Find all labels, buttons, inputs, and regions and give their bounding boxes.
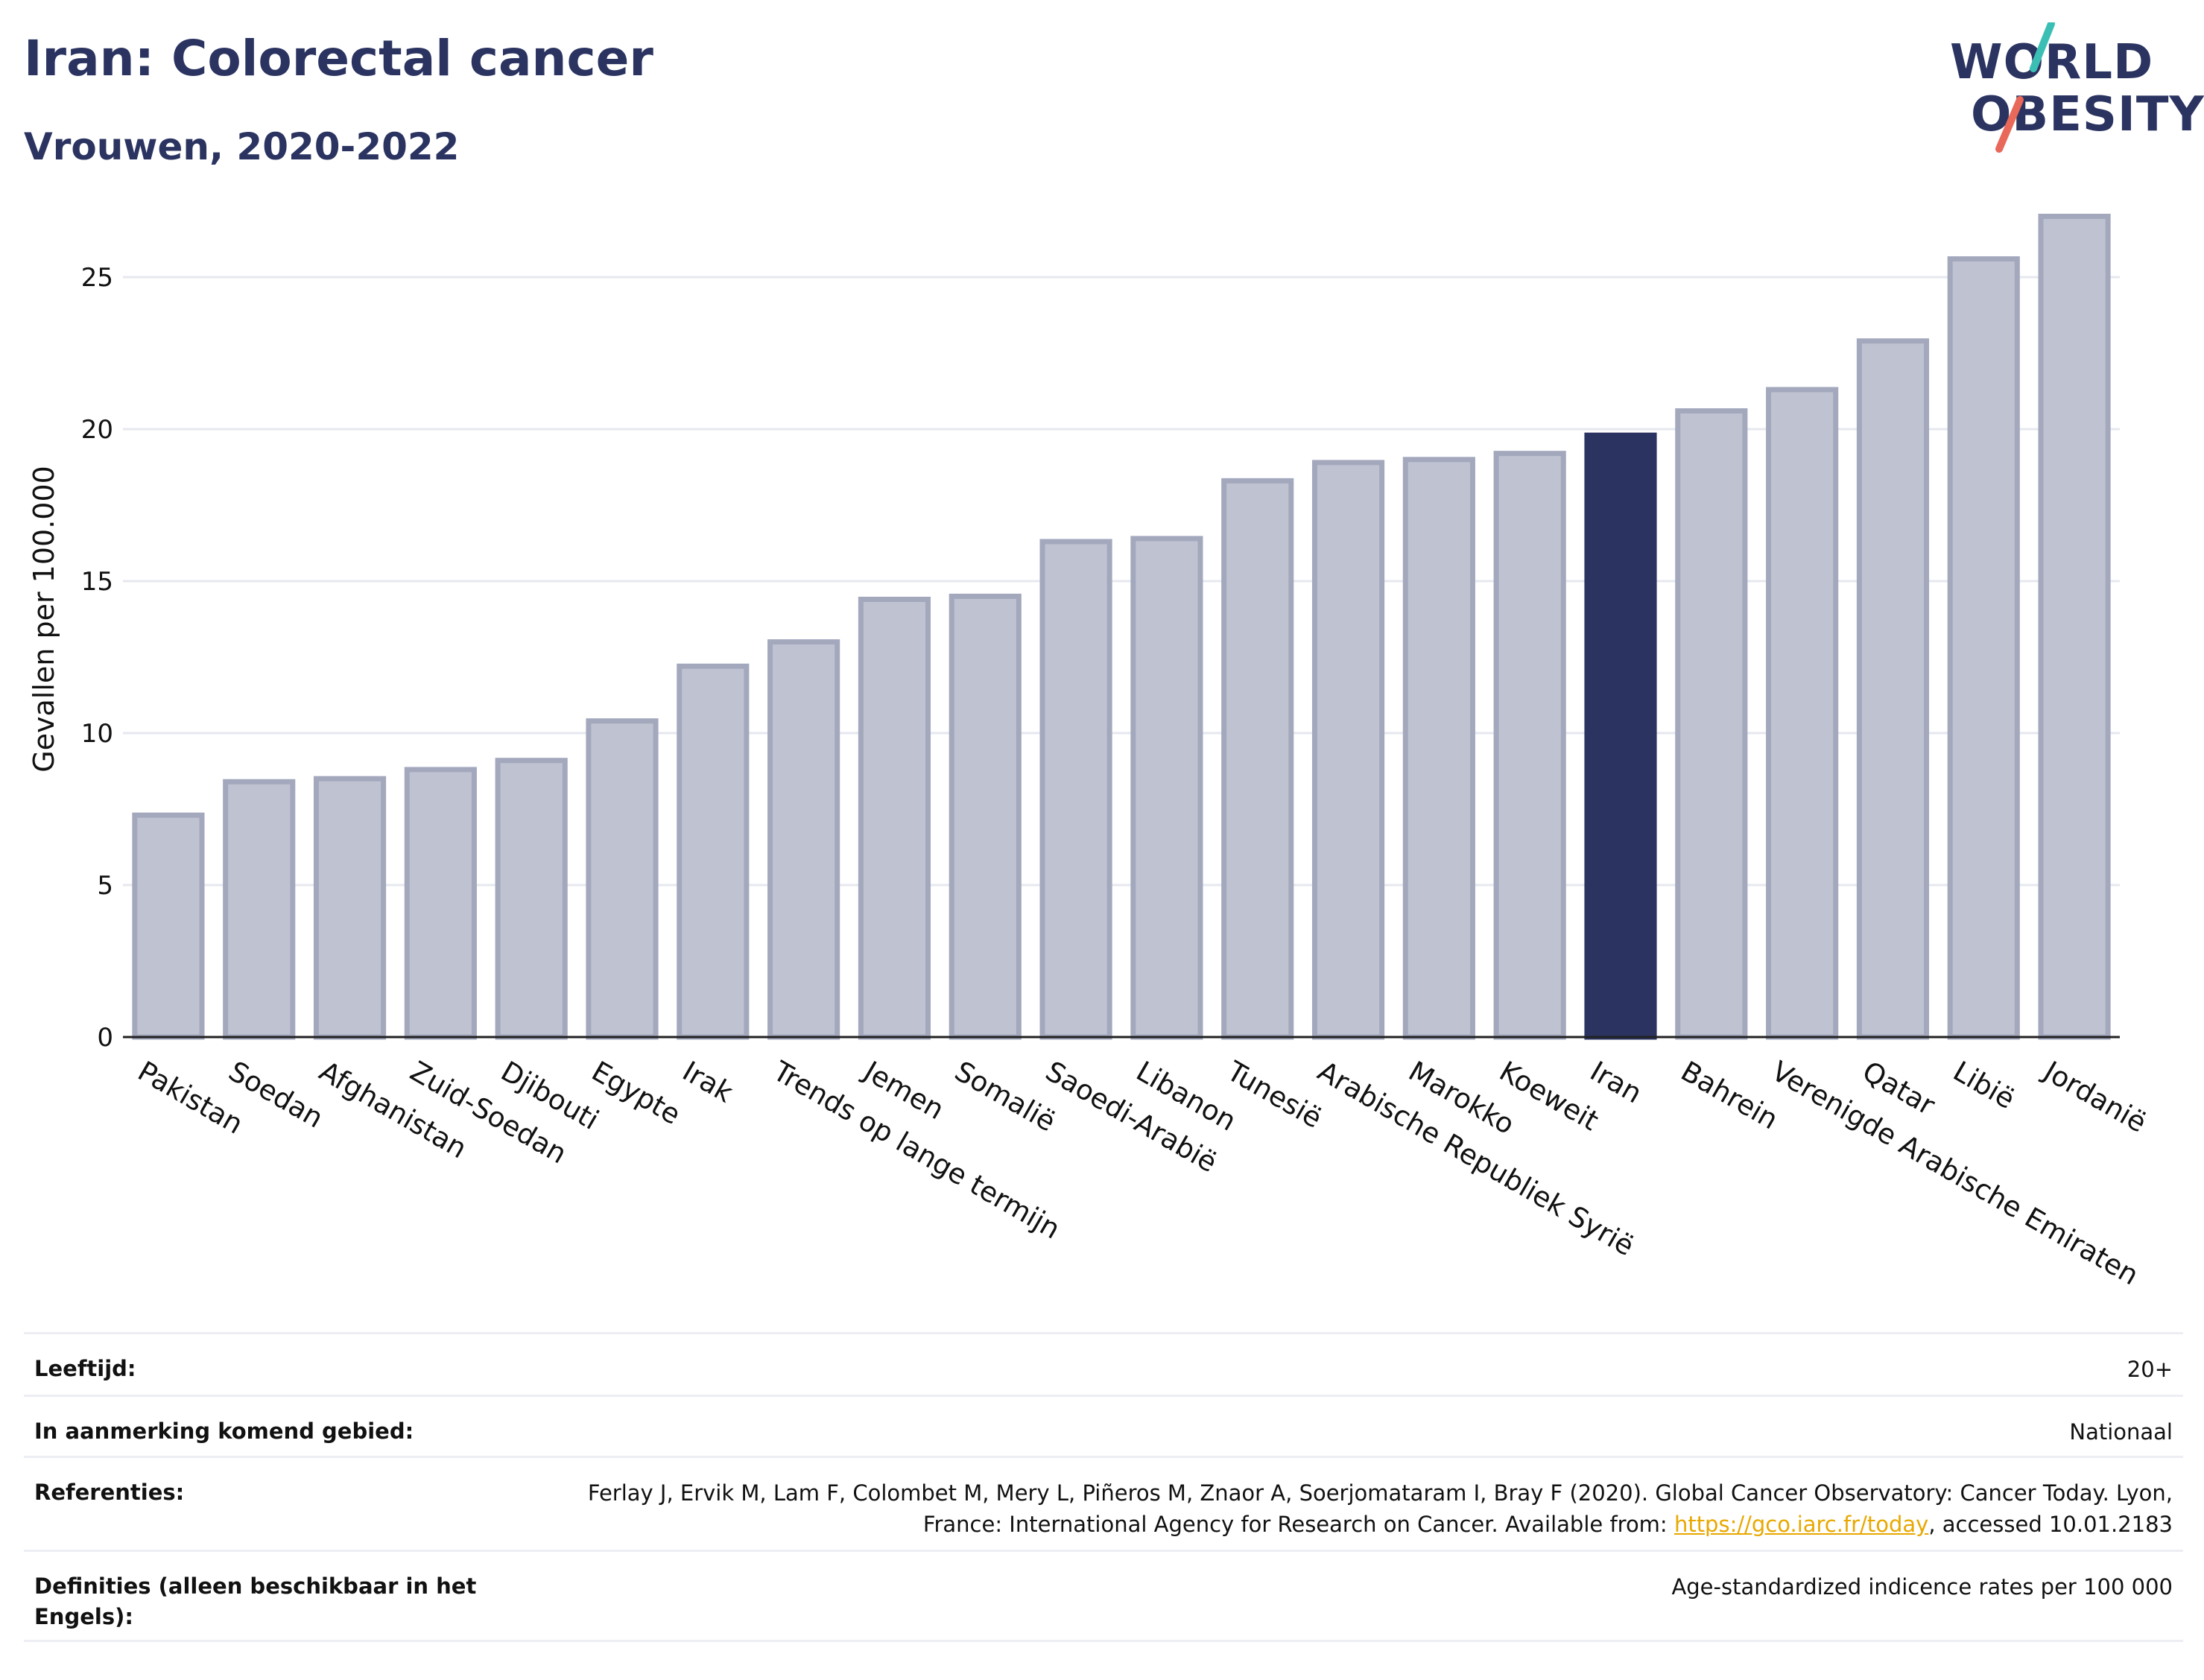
y-axis-label: Gevallen per 100.000 [28,466,60,773]
world-obesity-slash-icon [1995,22,2055,153]
meta-row-references: Referenties: Ferlay J, Ervik M, Lam F, C… [24,1456,2183,1550]
age-value: 20+ [2127,1357,2173,1382]
area-label: In aanmerking komend gebied: [34,1419,414,1444]
definitions-value: Age-standardized indicence rates per 100… [1671,1574,2173,1600]
bar-zuid-soedan[interactable] [404,767,477,1040]
bar-irak[interactable] [677,663,750,1040]
bar-bahrein[interactable] [1675,408,1748,1040]
world-obesity-logo[interactable]: WORLD OBESITY [1948,22,2204,156]
bar-koeweit[interactable] [1493,451,1566,1040]
bar-djibouti[interactable] [495,758,568,1040]
references-text-2: , accessed 10.01.2183 [1928,1512,2173,1538]
bar-jordani-[interactable] [2038,213,2111,1040]
bar-soedan[interactable] [223,779,296,1040]
y-tick-label: 25 [81,263,113,293]
meta-row-area: In aanmerking komend gebied: Nationaal [24,1395,2183,1456]
y-tick-label: 10 [81,719,113,749]
x-tick-label: Egypte [586,1055,686,1131]
bar-egypte[interactable] [586,718,659,1040]
meta-row-age: Leeftijd: 20+ [24,1332,2183,1395]
x-tick-label: Libië [1948,1055,2020,1115]
bar-jemen[interactable] [858,596,931,1040]
age-label: Leeftijd: [34,1356,136,1381]
references-label: Referenties: [34,1480,185,1505]
bar-pakistan[interactable] [132,812,205,1040]
references-text-1: Ferlay J, Ervik M, Lam F, Colombet M, Me… [587,1480,2173,1538]
bar-verenigde-arabische-emiraten[interactable] [1766,387,1839,1040]
bar-trends-op-lange-termijn[interactable] [767,639,840,1040]
x-tick-label: Jordanië [2037,1054,2152,1139]
bar-libanon[interactable] [1130,536,1203,1040]
x-tick-label: Irak [677,1055,739,1109]
y-tick-label: 0 [97,1023,113,1053]
bar-iran[interactable] [1584,432,1657,1040]
bar-tunesi-[interactable] [1221,478,1294,1040]
bar-qatar[interactable] [1856,338,1930,1040]
y-tick-label: 15 [81,567,113,597]
x-tick-label: Somalië [949,1055,1061,1138]
chart-subtitle: Vrouwen, 2020-2022 [24,125,460,168]
bar-afghanistan[interactable] [313,776,387,1040]
logo-word-world: WORLD [1950,35,2154,90]
definitions-label: Definities (alleen beschikbaar in het En… [34,1573,477,1629]
meta-row-definitions: Definities (alleen beschikbaar in het En… [24,1550,2183,1642]
bar-arabische-republiek-syri-[interactable] [1311,460,1385,1040]
bar-chart: 0510152025PakistanSoedanAfghanistanZuid-… [28,213,2152,1292]
bar-libi-[interactable] [1947,256,2020,1040]
x-tick-label: Tunesië [1221,1055,1328,1135]
area-value: Nationaal [2069,1419,2173,1445]
references-link[interactable]: https://gco.iarc.fr/today [1673,1512,1929,1538]
bar-somali-[interactable] [949,593,1022,1040]
y-tick-label: 20 [81,415,113,445]
chart-title: Iran: Colorectal cancer [24,30,653,87]
x-tick-label: Iran [1585,1055,1647,1109]
bar-saoedi-arabi-[interactable] [1039,539,1112,1040]
x-tick-label: Arabische Republiek Syrië [1312,1055,1639,1262]
y-tick-label: 5 [97,871,113,901]
bars [132,213,2111,1040]
references-value: Ferlay J, Ervik M, Lam F, Colombet M, Me… [548,1477,2173,1540]
x-tick-label: Bahrein [1676,1055,1784,1135]
bar-marokko[interactable] [1402,457,1475,1040]
metadata-table: Leeftijd: 20+ In aanmerking komend gebie… [24,1332,2183,1642]
